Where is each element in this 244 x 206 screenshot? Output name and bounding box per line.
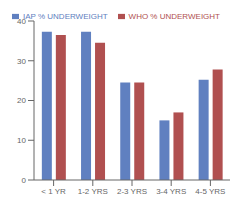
svg-text:0: 0 bbox=[22, 176, 27, 185]
svg-text:20: 20 bbox=[17, 96, 26, 105]
html-text:IAP % UNDERWEIGHT: IAP % UNDERWEIGHT bbox=[23, 12, 108, 21]
html-text:WHO % UNDERWEIGHT: WHO % UNDERWEIGHT bbox=[128, 12, 220, 21]
svg-text:30: 30 bbox=[17, 57, 26, 66]
svg-text:1-2 YRS: 1-2 YRS bbox=[78, 187, 108, 196]
svg-text:10: 10 bbox=[17, 136, 26, 145]
svg-text:40: 40 bbox=[17, 17, 26, 26]
svg-text:< 1 YR: < 1 YR bbox=[41, 187, 66, 196]
svg-text:2-3 YRS: 2-3 YRS bbox=[117, 187, 147, 196]
svg-text:4-5 YRS: 4-5 YRS bbox=[195, 187, 225, 196]
svg-text:3-4 YRS: 3-4 YRS bbox=[156, 187, 186, 196]
